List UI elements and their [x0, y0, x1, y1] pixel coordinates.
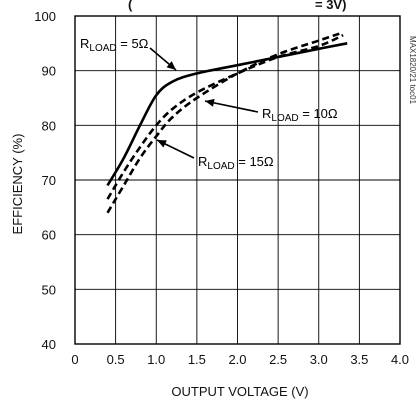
- series-label-2: RLOAD = 10Ω: [262, 106, 338, 124]
- y-axis-label: EFFICIENCY (%): [10, 134, 25, 235]
- y-tick-label: 60: [42, 228, 56, 243]
- x-axis-label: OUTPUT VOLTAGE (V): [171, 384, 308, 399]
- side-code: MAX1820/21 toc01: [408, 36, 417, 105]
- grid: [75, 16, 400, 344]
- x-tick-label: 3.5: [350, 352, 368, 367]
- series-label-3: RLOAD = 15Ω: [198, 154, 274, 172]
- y-tick-labels: 40 50 60 70 80 90 100: [34, 9, 56, 352]
- series-lines: [106, 31, 348, 214]
- annotation-arrowhead: [157, 140, 167, 148]
- annotation-arrowhead: [166, 61, 176, 70]
- y-tick-label: 80: [42, 118, 56, 133]
- y-tick-label: 100: [34, 9, 56, 24]
- title-fragment-right: = 3V): [315, 0, 346, 12]
- x-tick-label: 0.5: [107, 352, 125, 367]
- x-tick-label: 2.5: [269, 352, 287, 367]
- y-tick-label: 70: [42, 173, 56, 188]
- title-fragment-left: (: [128, 0, 133, 12]
- series-line-2: [106, 33, 344, 200]
- x-tick-label: 1.0: [147, 352, 165, 367]
- y-tick-label: 50: [42, 282, 56, 297]
- series-line-1: [106, 42, 348, 187]
- annotation-arrowhead: [205, 98, 215, 107]
- series-annotations: RLOAD = 5Ω RLOAD = 10Ω RLOAD = 15Ω: [80, 36, 338, 172]
- y-tick-label: 40: [42, 337, 56, 352]
- x-tick-label: 0: [71, 352, 78, 367]
- plot-frame: [74, 15, 401, 345]
- series-line-3: [106, 31, 344, 214]
- x-tick-label: 3.0: [310, 352, 328, 367]
- x-tick-label: 4.0: [391, 352, 409, 367]
- x-tick-label: 2.0: [228, 352, 246, 367]
- y-tick-label: 90: [42, 64, 56, 79]
- x-tick-label: 1.5: [188, 352, 206, 367]
- x-tick-labels: 0 0.5 1.0 1.5 2.0 2.5 3.0 3.5 4.0: [71, 352, 409, 367]
- series-label-1: RLOAD = 5Ω: [80, 36, 149, 54]
- annotation-arrow: [204, 100, 259, 113]
